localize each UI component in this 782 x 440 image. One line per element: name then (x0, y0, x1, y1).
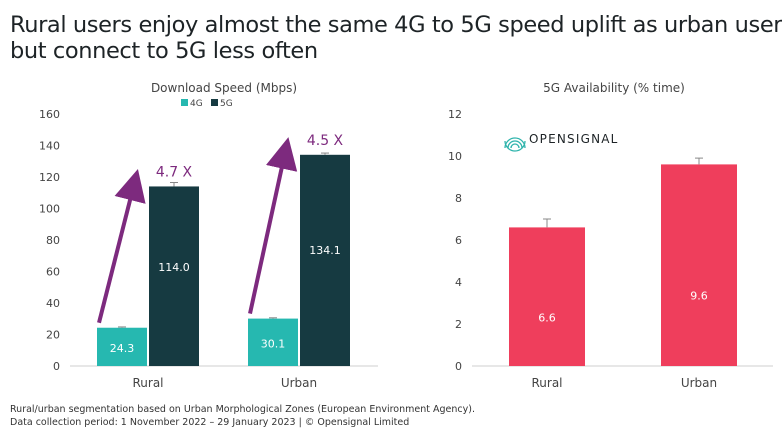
availability-ytick-label: 4 (455, 276, 462, 289)
bar-value-label: 30.1 (261, 337, 286, 350)
legend-label-4g: 4G (190, 99, 203, 109)
bar-5g-urban (300, 154, 350, 366)
availability-ytick-label: 2 (455, 318, 462, 331)
download-speed-chart: Download Speed (Mbps) 4G 5G 0 20 40 60 80 100 120… (39, 81, 378, 390)
availability-chart-title: 5G Availability (% time) (543, 81, 685, 95)
legend-label-5g: 5G (220, 99, 233, 109)
uplift-annotation: 4.5 X (307, 133, 344, 149)
bar-value-label: 6.6 (538, 311, 556, 324)
download-ytick-label: 140 (39, 140, 60, 153)
headline-line-1: Rural users enjoy almost the same 4G to … (10, 12, 782, 38)
footnote-line-2: Data collection period: 1 November 2022 … (10, 416, 410, 428)
download-ytick-label: 0 (53, 360, 60, 373)
availability-ytick-label: 12 (448, 108, 462, 121)
headline-line-2: but connect to 5G less often (10, 38, 318, 64)
availability-ytick-label: 6 (455, 234, 462, 247)
footnote: Rural/urban segmentation based on Urban … (10, 404, 475, 429)
bar-5g-rural (149, 186, 199, 366)
chart-headline: Rural users enjoy almost the same 4G to … (10, 12, 782, 64)
bar-value-label: 114.0 (158, 261, 190, 274)
availability-ytick-label: 8 (455, 192, 462, 205)
download-ytick-label: 60 (46, 266, 60, 279)
uplift-arrow (248, 137, 298, 315)
availability-ytick-label: 10 (448, 150, 462, 163)
bar-availability-urban (661, 164, 737, 366)
bar-value-label: 9.6 (690, 289, 708, 302)
download-chart-title: Download Speed (Mbps) (151, 81, 297, 95)
legend-swatch-4g (181, 99, 188, 106)
download-ytick-label: 100 (39, 203, 60, 216)
legend-swatch-5g (211, 99, 218, 106)
opensignal-logo: OPENSIGNAL (504, 132, 619, 152)
availability-category-label: Urban (681, 376, 717, 390)
availability-category-label: Rural (531, 376, 562, 390)
signal-rings-icon (504, 137, 526, 152)
download-legend: 4G 5G (181, 99, 233, 109)
availability-ytick-label: 0 (455, 360, 462, 373)
download-ytick-label: 160 (39, 108, 60, 121)
bar-value-label: 24.3 (110, 342, 135, 355)
uplift-arrow (97, 168, 146, 324)
bar-availability-rural (509, 227, 585, 366)
bar-4g-urban (248, 318, 298, 366)
logo-text: OPENSIGNAL (529, 132, 619, 146)
download-category-label: Rural (132, 376, 163, 390)
download-ytick-label: 20 (46, 329, 60, 342)
download-ytick-label: 40 (46, 297, 60, 310)
uplift-annotation: 4.7 X (156, 164, 193, 180)
bar-4g-rural (97, 327, 147, 366)
download-ytick-label: 120 (39, 171, 60, 184)
footnote-line-1: Rural/urban segmentation based on Urban … (10, 404, 475, 415)
download-ytick-label: 80 (46, 234, 60, 247)
availability-chart: 5G Availability (% time) 0 2 4 6 8 10 12 6.6 Rura… (448, 81, 773, 390)
download-category-label: Urban (281, 376, 317, 390)
bar-value-label: 134.1 (309, 244, 341, 257)
